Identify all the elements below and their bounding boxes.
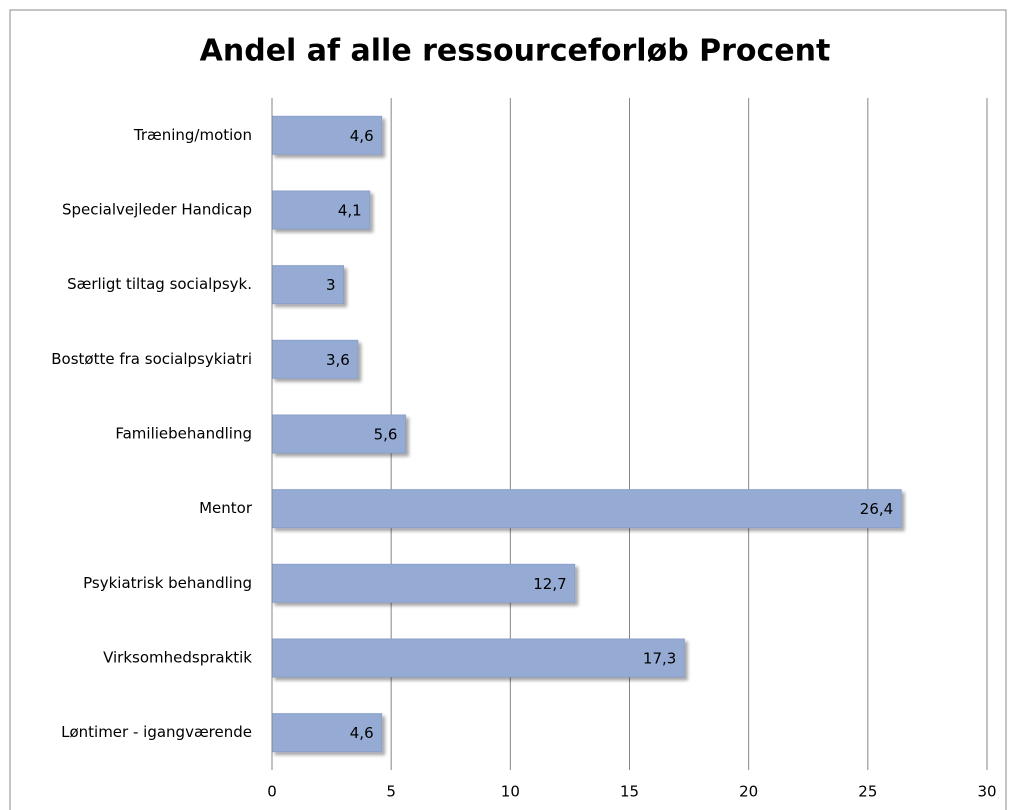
x-tick-label: 0 bbox=[267, 783, 277, 801]
bar bbox=[271, 190, 371, 230]
data-label: 4,6 bbox=[350, 127, 374, 145]
x-tick-label: 15 bbox=[620, 783, 639, 801]
data-label: 12,7 bbox=[533, 575, 566, 593]
y-tick-label: Familiebehandling bbox=[115, 425, 252, 443]
x-tick-label: 10 bbox=[501, 783, 520, 801]
y-tick-label: Bostøtte fra socialpsykiatri bbox=[51, 350, 252, 368]
bar bbox=[271, 115, 383, 155]
y-tick-label: Virksomhedspraktik bbox=[103, 649, 252, 667]
data-label: 5,6 bbox=[374, 426, 398, 444]
bar bbox=[271, 638, 685, 678]
y-tick-label: Løntimer - igangværende bbox=[61, 723, 252, 741]
y-tick-label: Specialvejleder Handicap bbox=[62, 201, 252, 219]
bar bbox=[271, 489, 902, 529]
data-label: 17,3 bbox=[643, 650, 676, 668]
chart-title: Andel af alle ressourceforløb Procent bbox=[200, 34, 831, 69]
data-label: 4,1 bbox=[338, 202, 362, 220]
y-tick-label: Mentor bbox=[199, 499, 253, 517]
data-label: 3,6 bbox=[326, 351, 350, 369]
x-tick-label: 20 bbox=[739, 783, 758, 801]
x-tick-label: 25 bbox=[858, 783, 877, 801]
bar bbox=[271, 713, 383, 753]
data-label: 26,4 bbox=[860, 500, 893, 518]
data-label: 4,6 bbox=[350, 724, 374, 742]
bar bbox=[271, 563, 576, 603]
x-tick-label: 30 bbox=[977, 783, 996, 801]
x-tick-label: 5 bbox=[386, 783, 396, 801]
y-tick-label: Træning/motion bbox=[133, 126, 252, 144]
y-tick-label: Psykiatrisk behandling bbox=[83, 574, 252, 592]
bar bbox=[271, 339, 359, 379]
data-label: 3 bbox=[326, 276, 336, 294]
bar bbox=[271, 414, 406, 454]
y-tick-label: Særligt tiltag socialpsyk. bbox=[67, 275, 252, 293]
